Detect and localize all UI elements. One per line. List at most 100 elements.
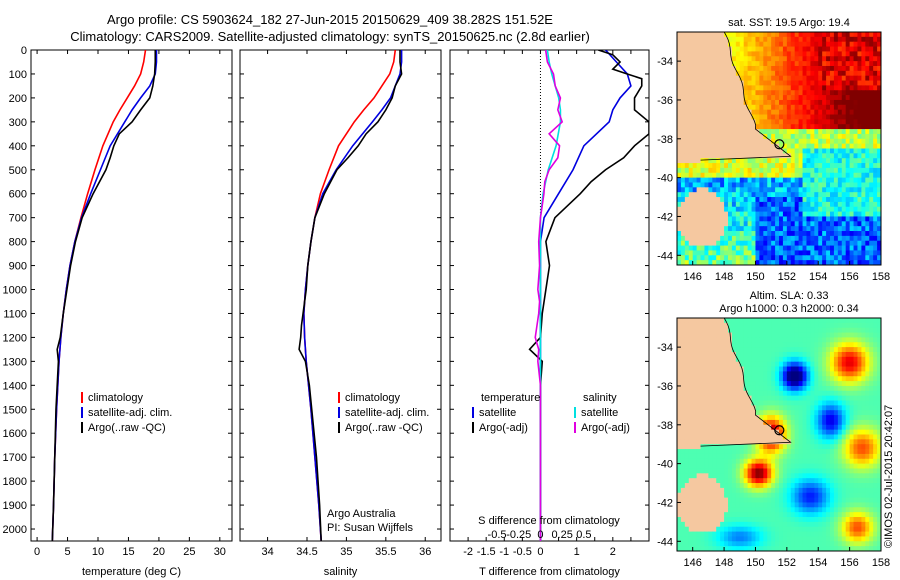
map-cell bbox=[688, 463, 694, 470]
map-cell bbox=[845, 322, 851, 329]
map-cell bbox=[775, 483, 780, 489]
map-cell bbox=[857, 226, 862, 232]
map-cell bbox=[826, 182, 831, 188]
map-cell bbox=[708, 138, 713, 145]
map-cell bbox=[771, 255, 776, 261]
map-cell bbox=[814, 143, 819, 150]
map-cell bbox=[802, 463, 808, 470]
map-cell bbox=[704, 158, 709, 164]
map-cell bbox=[724, 245, 729, 252]
map-cell bbox=[865, 332, 870, 339]
map-cell bbox=[837, 56, 843, 62]
map-cell bbox=[857, 153, 862, 159]
map-cell bbox=[830, 483, 835, 489]
map-cell bbox=[731, 119, 737, 125]
map-cell bbox=[841, 449, 847, 455]
map-cell bbox=[751, 371, 757, 377]
map-cell bbox=[708, 415, 713, 421]
map-cell bbox=[716, 235, 721, 242]
map-cell bbox=[779, 182, 784, 188]
map-cell bbox=[743, 182, 749, 188]
map-cell bbox=[790, 483, 796, 489]
map-cell bbox=[708, 371, 713, 377]
map-cell bbox=[837, 85, 843, 91]
map-cell bbox=[735, 376, 741, 382]
map-cell bbox=[818, 424, 823, 431]
map-cell bbox=[822, 119, 827, 125]
map-cell bbox=[684, 376, 690, 382]
map-cell bbox=[704, 356, 709, 363]
map-cell bbox=[712, 231, 717, 237]
map-cell bbox=[806, 385, 811, 392]
map-cell bbox=[743, 32, 749, 38]
map-cell bbox=[782, 463, 788, 470]
map-cell bbox=[728, 65, 733, 72]
map-cell bbox=[739, 250, 745, 256]
map-cell bbox=[680, 119, 686, 125]
map-cell bbox=[782, 444, 788, 450]
map-cell bbox=[739, 56, 745, 62]
map-cell bbox=[786, 381, 792, 387]
map-cell bbox=[877, 395, 881, 402]
map-cell bbox=[869, 95, 874, 101]
map-cell bbox=[779, 114, 784, 120]
map-cell bbox=[798, 332, 804, 339]
map-cell bbox=[849, 129, 855, 135]
map-cell bbox=[700, 361, 706, 368]
map-cell bbox=[786, 371, 792, 377]
map-cell bbox=[747, 483, 753, 489]
map-cell bbox=[861, 376, 866, 382]
lon-tick-label: 158 bbox=[872, 271, 890, 283]
map-cell bbox=[735, 143, 741, 150]
map-cell bbox=[818, 463, 823, 470]
map-cell bbox=[861, 148, 866, 154]
map-cell bbox=[739, 337, 745, 343]
map-cell bbox=[790, 119, 796, 125]
map-cell bbox=[873, 351, 878, 358]
map-cell bbox=[771, 95, 776, 101]
map-cell bbox=[861, 439, 866, 445]
map-cell bbox=[747, 356, 753, 363]
map-cell bbox=[763, 327, 768, 334]
map-cell bbox=[720, 216, 725, 222]
map-cell bbox=[700, 366, 706, 372]
map-cell bbox=[786, 32, 792, 38]
map-cell bbox=[794, 197, 800, 203]
x-tick-label: 35 bbox=[340, 546, 352, 558]
map-cell bbox=[786, 502, 792, 508]
map-cell bbox=[786, 206, 792, 213]
map-cell bbox=[724, 351, 729, 358]
map-cell bbox=[704, 521, 709, 528]
map-cell bbox=[739, 245, 745, 252]
map-cell bbox=[794, 65, 800, 72]
map-cell bbox=[751, 235, 757, 242]
map-cell bbox=[696, 65, 702, 72]
map-cell bbox=[861, 51, 866, 57]
x-tick-label: 25 bbox=[183, 546, 195, 558]
map-cell bbox=[786, 453, 792, 460]
map-cell bbox=[779, 95, 784, 101]
map-cell bbox=[747, 75, 753, 82]
map-cell bbox=[720, 405, 725, 411]
map-cell bbox=[822, 138, 827, 145]
map-cell bbox=[802, 376, 808, 382]
map-cell bbox=[767, 260, 772, 265]
map-cell bbox=[716, 507, 721, 513]
map-cell bbox=[720, 371, 725, 377]
map-cell bbox=[806, 197, 811, 203]
map-cell bbox=[841, 332, 847, 339]
map-cell bbox=[802, 337, 808, 343]
map-cell bbox=[865, 36, 870, 43]
map-cell bbox=[775, 453, 780, 460]
map-cell bbox=[677, 381, 682, 387]
map-cell bbox=[877, 347, 881, 353]
panel-s-frame bbox=[239, 49, 442, 542]
map-cell bbox=[747, 250, 753, 256]
map-cell bbox=[818, 395, 823, 402]
map-cell bbox=[716, 226, 721, 232]
map-cell bbox=[818, 517, 823, 523]
map-cell bbox=[759, 245, 764, 252]
map-cell bbox=[731, 51, 737, 57]
map-cell bbox=[845, 206, 851, 213]
sal-legend-label: Argo(..raw -QC) bbox=[345, 422, 423, 434]
